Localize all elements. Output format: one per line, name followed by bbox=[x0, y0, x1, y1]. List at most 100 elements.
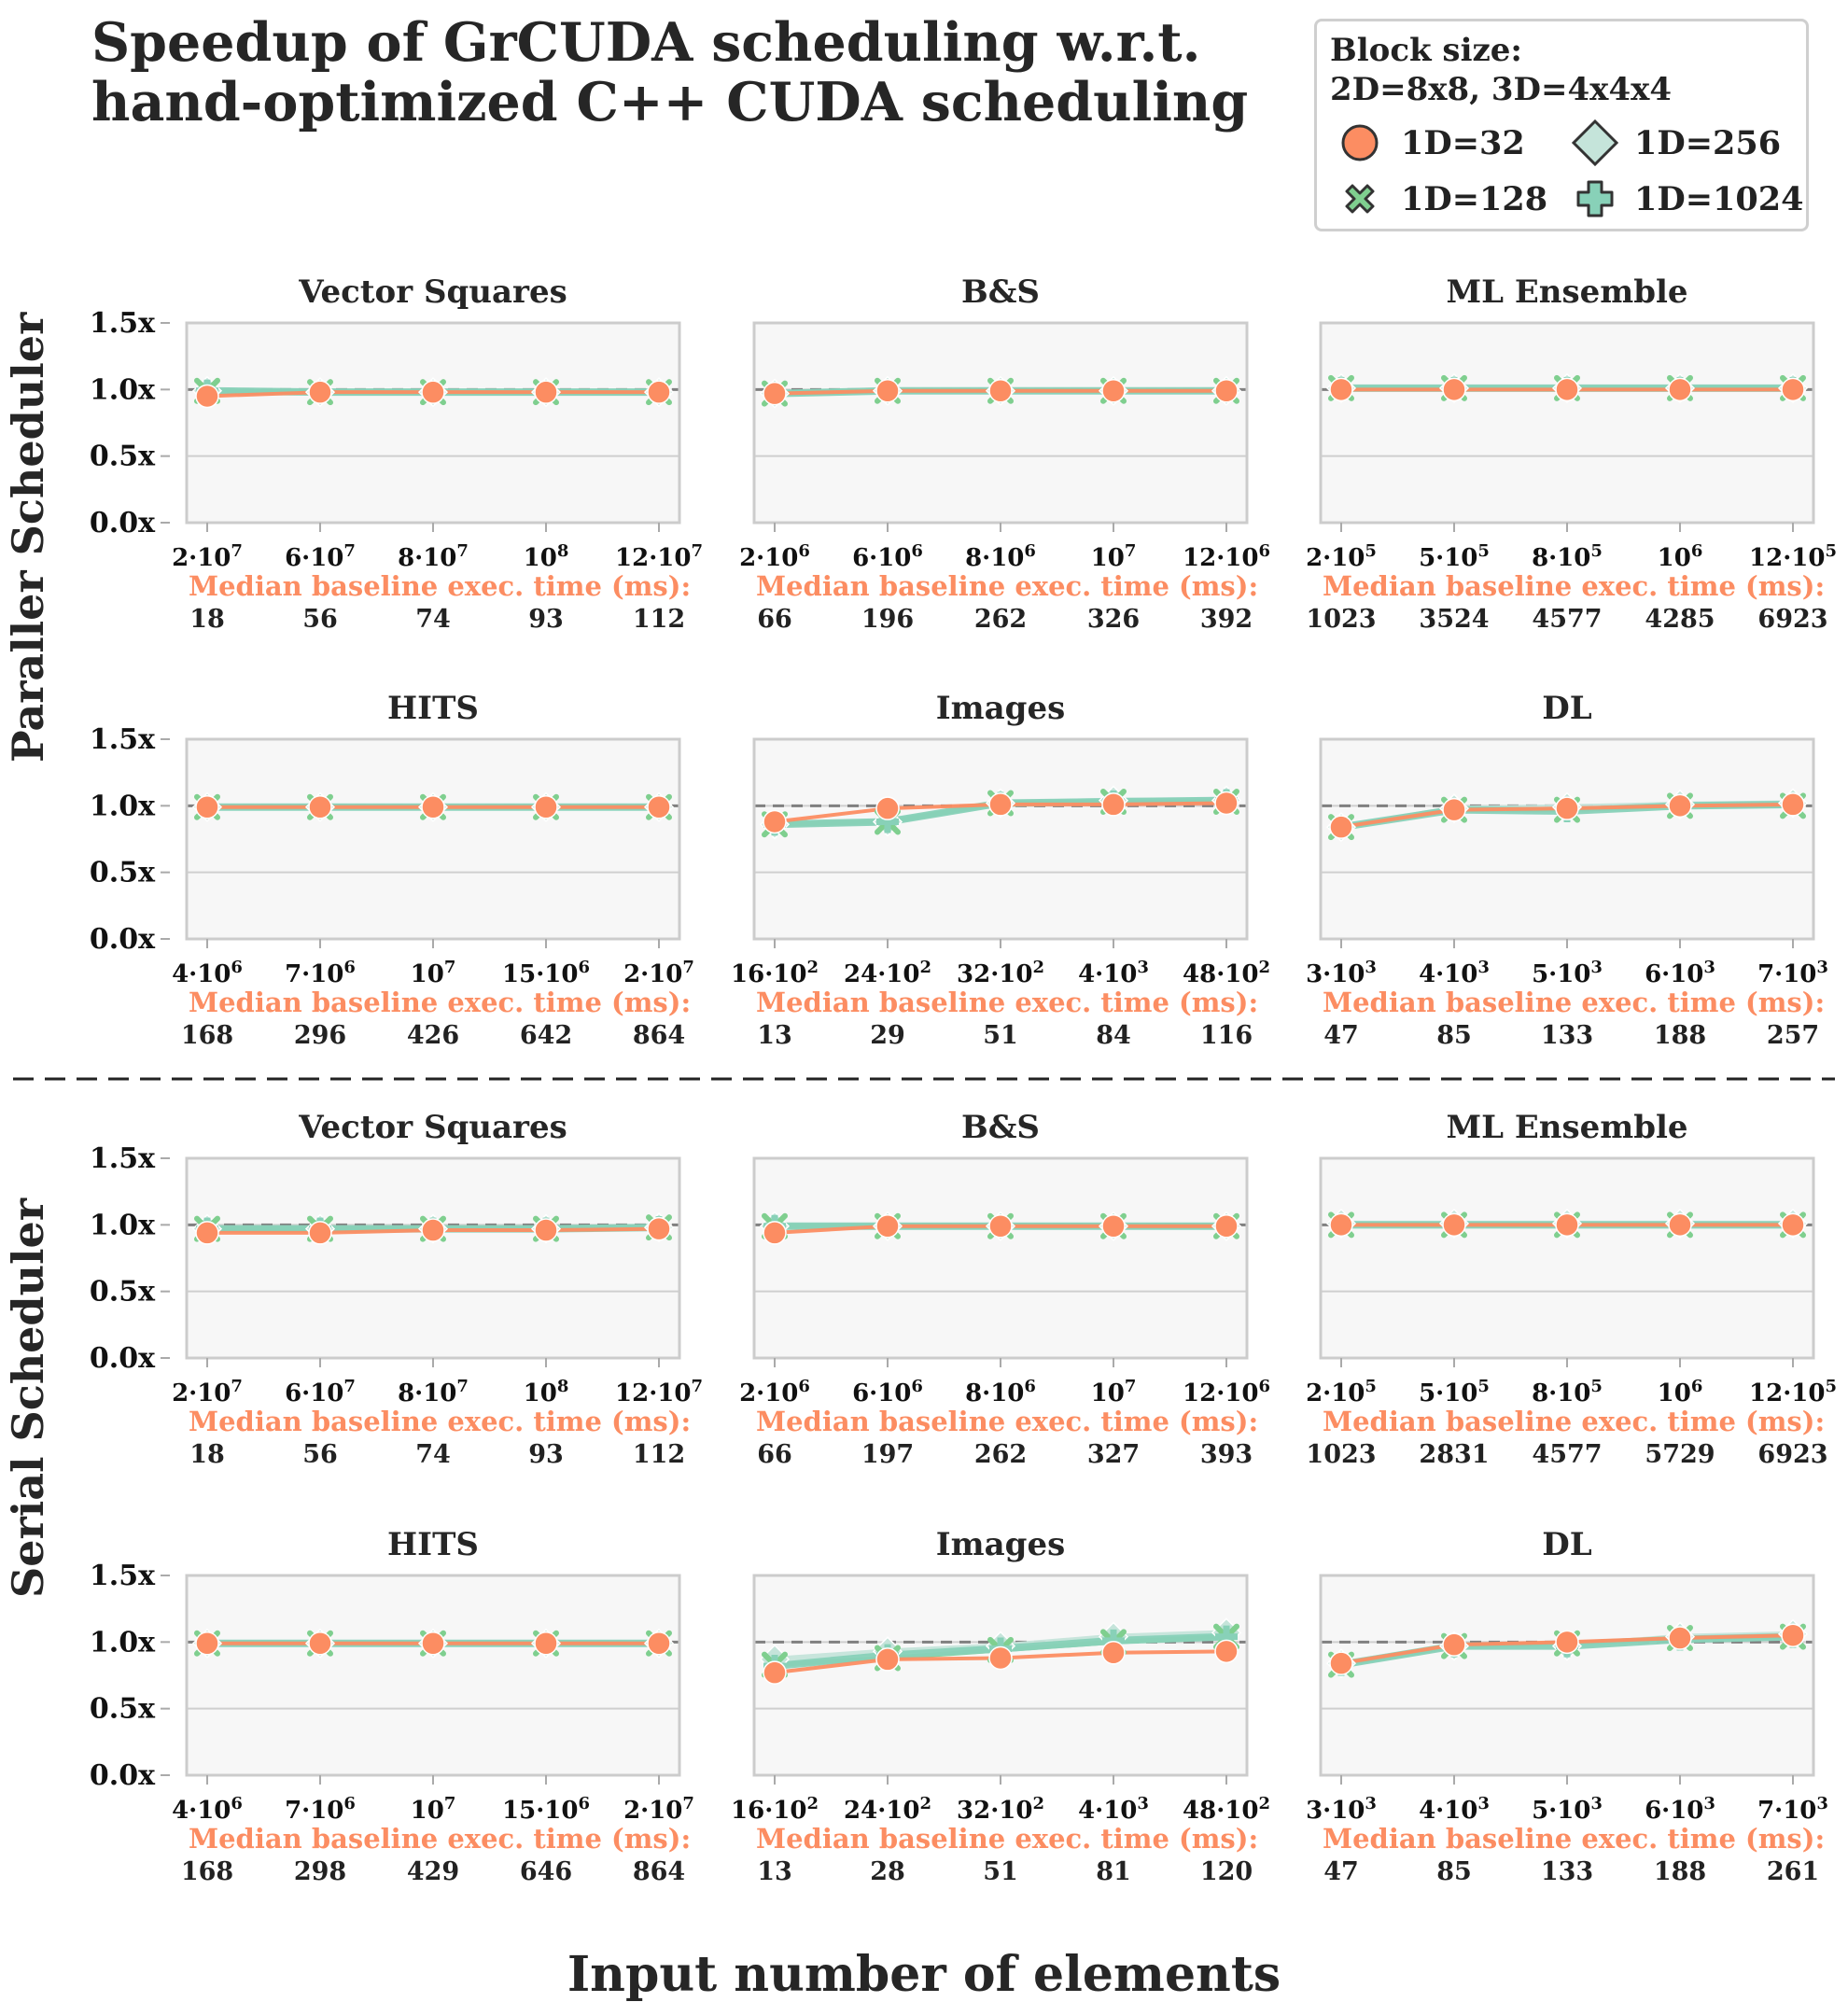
baseline-value: 29 bbox=[870, 1021, 905, 1050]
baseline-value: 120 bbox=[1200, 1857, 1253, 1886]
x-tick-label: 107 bbox=[411, 1794, 456, 1825]
y-tick-label: 0.5x bbox=[90, 1693, 156, 1726]
point-1d-32 bbox=[1442, 377, 1466, 402]
x-tick-label: 8·107 bbox=[398, 541, 469, 572]
row-label-serial: Serial Scheduler bbox=[3, 1197, 53, 1598]
x-tick-label: 7·103 bbox=[1757, 1794, 1828, 1825]
point-1d-32 bbox=[1668, 1212, 1692, 1238]
x-tick-label: 2·107 bbox=[172, 541, 243, 572]
baseline-label: Median baseline exec. time (ms): bbox=[1323, 1406, 1825, 1437]
point-1d-32 bbox=[647, 1216, 671, 1241]
panel-paraller-scheduler-images: Images 16·102 24·102 32·102 4·103 48·102Media… bbox=[731, 690, 1270, 1050]
point-1d-32 bbox=[875, 1214, 900, 1239]
point-1d-32 bbox=[763, 381, 787, 406]
legend-title-line2: 2D=8x8, 3D=4x4x4 bbox=[1330, 71, 1673, 108]
y-tick-label: 1.0x bbox=[90, 790, 156, 822]
baseline-value: 133 bbox=[1541, 1857, 1593, 1886]
point-1d-32 bbox=[647, 1631, 671, 1656]
baseline-value: 196 bbox=[861, 605, 914, 634]
baseline-value: 426 bbox=[407, 1021, 459, 1050]
baseline-value: 2831 bbox=[1419, 1440, 1489, 1469]
point-1d-32 bbox=[875, 379, 900, 403]
baseline-value: 262 bbox=[974, 605, 1027, 634]
y-tick-label: 0.0x bbox=[90, 507, 156, 539]
x-tick-label: 8·107 bbox=[398, 1377, 469, 1407]
legend-title: Block size: 2D=8x8, 3D=4x4x4 bbox=[1330, 31, 1672, 109]
baseline-value: 4577 bbox=[1532, 605, 1602, 634]
x-tick-label: 12·107 bbox=[615, 1377, 703, 1407]
point-1d-32 bbox=[421, 795, 445, 819]
x-tick-label: 4·103 bbox=[1419, 1794, 1490, 1825]
baseline-value: 4285 bbox=[1645, 605, 1715, 634]
chart-title-line2: hand-optimized C++ CUDA scheduling bbox=[91, 71, 1249, 133]
panel-title: ML Ensemble bbox=[1446, 273, 1687, 311]
x-tick-label: 2·106 bbox=[739, 1377, 810, 1407]
plot-area bbox=[754, 1575, 1247, 1775]
x-tick-label: 2·106 bbox=[739, 541, 810, 572]
baseline-label: Median baseline exec. time (ms): bbox=[1323, 570, 1825, 602]
baseline-value: 47 bbox=[1323, 1857, 1359, 1886]
baseline-label: Median baseline exec. time (ms): bbox=[756, 1406, 1258, 1437]
point-1d-32 bbox=[1555, 1212, 1579, 1238]
point-1d-32 bbox=[1101, 379, 1126, 403]
baseline-value: 3524 bbox=[1419, 605, 1489, 634]
baseline-value: 6923 bbox=[1757, 1440, 1827, 1469]
x-tick-label: 4·103 bbox=[1419, 958, 1490, 988]
point-1d-32 bbox=[988, 792, 1013, 817]
x-tick-label: 6·107 bbox=[285, 1377, 356, 1407]
baseline-value: 56 bbox=[302, 1440, 338, 1469]
y-tick-label: 1.0x bbox=[90, 1209, 156, 1241]
point-1d-32 bbox=[1781, 1623, 1805, 1647]
y-tick-label: 1.5x bbox=[90, 1142, 156, 1175]
baseline-value: 66 bbox=[757, 1440, 792, 1469]
baseline-value: 18 bbox=[189, 1440, 225, 1469]
point-1d-32 bbox=[1214, 379, 1239, 403]
legend-item-1d256: 1D=256 bbox=[1634, 124, 1782, 162]
baseline-value: 28 bbox=[870, 1857, 905, 1886]
point-1d-32 bbox=[763, 809, 787, 834]
point-1d-32 bbox=[1442, 1632, 1466, 1657]
baseline-value: 296 bbox=[294, 1021, 346, 1050]
x-tick-label: 5·103 bbox=[1532, 958, 1603, 988]
chart-title: Speedup of GrCUDA scheduling w.r.t. hand… bbox=[91, 13, 1258, 133]
baseline-value: 133 bbox=[1541, 1021, 1593, 1050]
x-tick-label: 6·103 bbox=[1645, 958, 1715, 988]
plot-area bbox=[1321, 323, 1813, 523]
plot-area bbox=[1321, 739, 1813, 939]
plot-area bbox=[1321, 1158, 1813, 1358]
point-1d-32 bbox=[534, 380, 558, 404]
point-1d-32 bbox=[763, 1221, 787, 1245]
x-tick-label: 2·107 bbox=[623, 1794, 694, 1825]
baseline-value: 112 bbox=[633, 605, 685, 634]
x-tick-label: 16·102 bbox=[731, 1794, 819, 1825]
panel-paraller-scheduler-vector-squares: 0.0x 0.5x 1.0x 1.5x Vector Squares 2·107 6·107… bbox=[90, 273, 703, 634]
baseline-value: 93 bbox=[528, 605, 564, 634]
x-axis-label: Input number of elements bbox=[567, 1946, 1281, 2003]
point-1d-32 bbox=[1555, 796, 1579, 820]
point-1d-32 bbox=[534, 1218, 558, 1242]
point-1d-32 bbox=[1329, 815, 1353, 839]
baseline-value: 4577 bbox=[1532, 1440, 1602, 1469]
panel-title: DL bbox=[1542, 1526, 1591, 1563]
baseline-value: 18 bbox=[189, 605, 225, 634]
y-tick-label: 1.5x bbox=[90, 307, 156, 340]
x-tick-label: 4·106 bbox=[172, 1794, 243, 1825]
point-1d-32 bbox=[308, 1221, 332, 1245]
x-tick-label: 107 bbox=[1091, 1377, 1137, 1407]
panel-title: DL bbox=[1542, 690, 1591, 727]
baseline-label: Median baseline exec. time (ms): bbox=[756, 570, 1258, 602]
panel-title: Images bbox=[936, 690, 1065, 727]
baseline-value: 51 bbox=[983, 1857, 1018, 1886]
baseline-value: 74 bbox=[415, 1440, 451, 1469]
baseline-label: Median baseline exec. time (ms): bbox=[756, 987, 1258, 1018]
baseline-value: 642 bbox=[520, 1021, 572, 1050]
baseline-value: 188 bbox=[1654, 1857, 1706, 1886]
point-1d-32 bbox=[534, 1631, 558, 1656]
baseline-value: 51 bbox=[983, 1021, 1018, 1050]
x-tick-label: 12·105 bbox=[1749, 541, 1837, 572]
point-1d-32 bbox=[195, 1221, 219, 1245]
point-1d-32 bbox=[1668, 377, 1692, 402]
